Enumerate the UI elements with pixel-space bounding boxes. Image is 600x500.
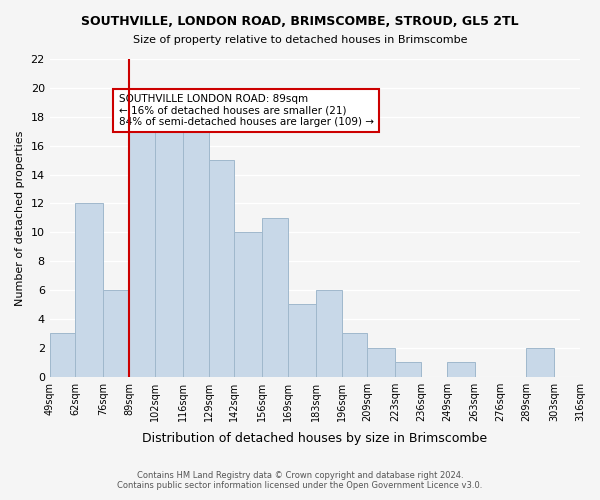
Text: SOUTHVILLE LONDON ROAD: 89sqm
← 16% of detached houses are smaller (21)
84% of s: SOUTHVILLE LONDON ROAD: 89sqm ← 16% of d…: [119, 94, 374, 127]
Text: SOUTHVILLE, LONDON ROAD, BRIMSCOMBE, STROUD, GL5 2TL: SOUTHVILLE, LONDON ROAD, BRIMSCOMBE, STR…: [81, 15, 519, 28]
Bar: [526, 348, 554, 376]
Bar: [76, 204, 103, 376]
Bar: [447, 362, 475, 376]
Bar: [367, 348, 395, 376]
X-axis label: Distribution of detached houses by size in Brimscombe: Distribution of detached houses by size …: [142, 432, 487, 445]
Bar: [209, 160, 235, 376]
Bar: [50, 334, 76, 376]
Text: Contains HM Land Registry data © Crown copyright and database right 2024.
Contai: Contains HM Land Registry data © Crown c…: [118, 470, 482, 490]
Y-axis label: Number of detached properties: Number of detached properties: [15, 130, 25, 306]
Bar: [395, 362, 421, 376]
Bar: [155, 117, 183, 376]
Bar: [262, 218, 288, 376]
Bar: [103, 290, 129, 376]
Text: Size of property relative to detached houses in Brimscombe: Size of property relative to detached ho…: [133, 35, 467, 45]
Bar: [235, 232, 262, 376]
Bar: [288, 304, 316, 376]
Bar: [129, 117, 155, 376]
Bar: [316, 290, 341, 376]
Bar: [341, 334, 367, 376]
Bar: [183, 117, 209, 376]
